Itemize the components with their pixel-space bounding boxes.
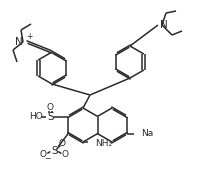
Text: O: O	[47, 103, 54, 112]
Text: O: O	[40, 150, 47, 159]
Text: N: N	[15, 37, 23, 47]
Text: −: −	[44, 154, 50, 163]
Text: +: +	[26, 32, 32, 40]
Text: Na: Na	[141, 129, 153, 138]
Text: S: S	[51, 146, 58, 156]
Text: NH₂: NH₂	[95, 139, 112, 149]
Text: S: S	[47, 112, 54, 122]
Text: O: O	[62, 150, 69, 159]
Text: HO: HO	[29, 112, 43, 121]
Text: N: N	[160, 20, 168, 30]
Text: O: O	[59, 139, 66, 148]
